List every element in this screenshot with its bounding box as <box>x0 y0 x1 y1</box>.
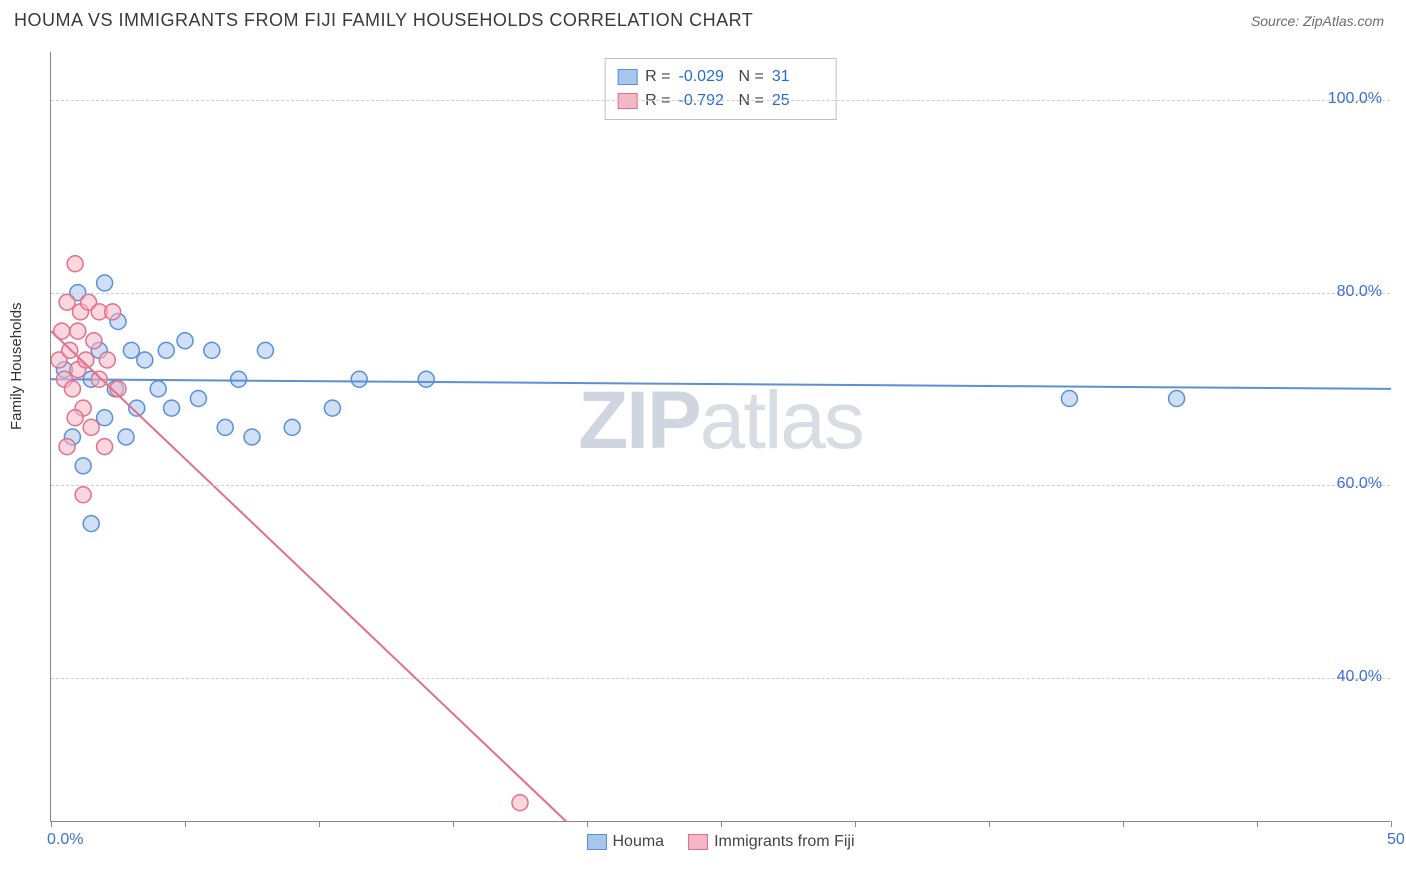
gridline-h <box>51 678 1390 679</box>
x-tick-label: 50.0% <box>1387 831 1406 849</box>
x-tick <box>989 821 990 827</box>
scatter-point <box>512 795 528 811</box>
scatter-point <box>190 391 206 407</box>
r-value-0: -0.029 <box>679 65 731 89</box>
scatter-point <box>67 410 83 426</box>
scatter-point <box>59 439 75 455</box>
scatter-plot-svg <box>51 52 1391 822</box>
x-tick <box>319 821 320 827</box>
x-tick <box>1391 821 1392 827</box>
legend-label-1: Immigrants from Fiji <box>714 833 854 851</box>
scatter-point <box>1061 391 1077 407</box>
scatter-point <box>97 439 113 455</box>
stats-row-0: R = -0.029 N = 31 <box>617 65 824 89</box>
scatter-point <box>1169 391 1185 407</box>
x-tick <box>453 821 454 827</box>
scatter-point <box>150 381 166 397</box>
scatter-point <box>244 429 260 445</box>
x-tick <box>721 821 722 827</box>
chart-source: Source: ZipAtlas.com <box>1251 13 1384 29</box>
y-tick-label: 40.0% <box>1337 668 1382 686</box>
x-tick <box>855 821 856 827</box>
legend-swatch-1 <box>688 834 708 850</box>
scatter-point <box>75 487 91 503</box>
scatter-point <box>351 371 367 387</box>
scatter-point <box>324 400 340 416</box>
legend-swatch-0 <box>586 834 606 850</box>
correlation-stats-box: R = -0.029 N = 31 R = -0.792 N = 25 <box>604 58 837 120</box>
scatter-point <box>59 294 75 310</box>
regression-line <box>51 379 1391 389</box>
gridline-h <box>51 100 1390 101</box>
x-tick-label: 0.0% <box>47 831 83 849</box>
scatter-point <box>91 371 107 387</box>
x-tick <box>51 821 52 827</box>
y-axis-label: Family Households <box>8 302 25 430</box>
scatter-point <box>64 381 80 397</box>
scatter-point <box>118 429 134 445</box>
chart-title: HOUMA VS IMMIGRANTS FROM FIJI FAMILY HOU… <box>14 10 753 31</box>
scatter-point <box>70 323 86 339</box>
n-label-0: N = <box>739 65 764 89</box>
chart-header: HOUMA VS IMMIGRANTS FROM FIJI FAMILY HOU… <box>0 0 1406 37</box>
y-tick-label: 80.0% <box>1337 283 1382 301</box>
series-swatch-0 <box>617 69 637 85</box>
gridline-h <box>51 485 1390 486</box>
scatter-point <box>164 400 180 416</box>
scatter-point <box>158 342 174 358</box>
r-label-0: R = <box>645 65 670 89</box>
legend-label-0: Houma <box>612 833 664 851</box>
y-tick-label: 100.0% <box>1328 90 1382 108</box>
n-value-0: 31 <box>772 65 824 89</box>
scatter-point <box>75 458 91 474</box>
scatter-point <box>86 333 102 349</box>
y-tick-label: 60.0% <box>1337 475 1382 493</box>
scatter-point <box>418 371 434 387</box>
scatter-point <box>97 410 113 426</box>
legend: Houma Immigrants from Fiji <box>586 833 854 851</box>
x-tick <box>1257 821 1258 827</box>
scatter-point <box>137 352 153 368</box>
scatter-point <box>105 304 121 320</box>
scatter-point <box>83 516 99 532</box>
scatter-point <box>97 275 113 291</box>
x-tick <box>1123 821 1124 827</box>
scatter-point <box>217 419 233 435</box>
scatter-point <box>83 419 99 435</box>
scatter-point <box>99 352 115 368</box>
scatter-point <box>204 342 220 358</box>
scatter-point <box>231 371 247 387</box>
x-tick <box>185 821 186 827</box>
scatter-point <box>67 256 83 272</box>
scatter-point <box>284 419 300 435</box>
chart-plot-area: ZIPatlas R = -0.029 N = 31 R = -0.792 N … <box>50 52 1390 822</box>
x-tick <box>587 821 588 827</box>
gridline-h <box>51 293 1390 294</box>
scatter-point <box>257 342 273 358</box>
scatter-point <box>177 333 193 349</box>
legend-item-0: Houma <box>586 833 664 851</box>
legend-item-1: Immigrants from Fiji <box>688 833 854 851</box>
scatter-point <box>123 342 139 358</box>
